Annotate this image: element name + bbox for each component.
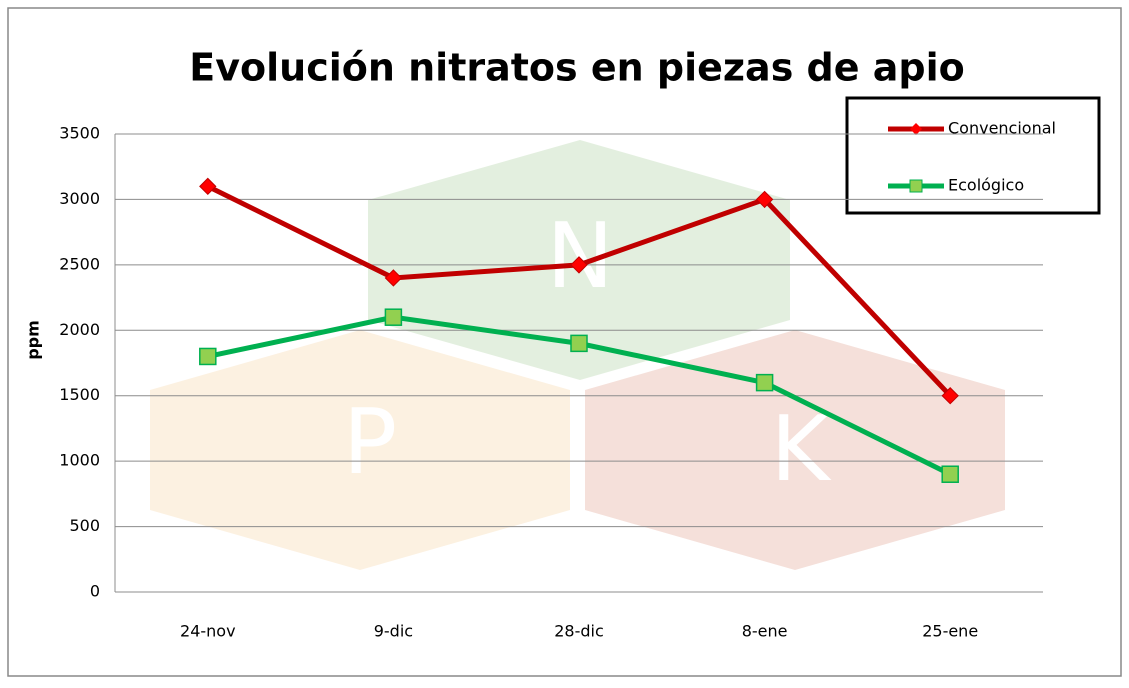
- marker: [571, 335, 587, 351]
- y-tick-label: 1000: [59, 451, 100, 470]
- y-tick-label: 2000: [59, 320, 100, 339]
- x-tick-label: 8-ene: [742, 622, 788, 641]
- x-tick-label: 24-nov: [180, 622, 236, 641]
- x-tick-label: 28-dic: [554, 622, 604, 641]
- chart-title: Evolución nitratos en piezas de apio: [189, 46, 964, 90]
- legend-marker: [910, 180, 922, 192]
- x-tick-label: 25-ene: [922, 622, 978, 641]
- y-tick-label: 0: [90, 582, 100, 601]
- y-axis-label: ppm: [24, 320, 43, 360]
- y-tick-label: 3000: [59, 189, 100, 208]
- y-tick-label: 500: [69, 516, 100, 535]
- y-tick-label: 1500: [59, 385, 100, 404]
- legend: Convencional Ecológico: [847, 98, 1099, 213]
- watermark-letter: P: [343, 390, 397, 495]
- x-tick-label: 9-dic: [374, 622, 413, 641]
- y-tick-label: 3500: [59, 124, 100, 143]
- marker: [757, 375, 773, 391]
- chart: N P K Evolución nitratos en piezas de ap…: [0, 0, 1129, 684]
- marker: [385, 309, 401, 325]
- y-tick-label: 2500: [59, 254, 100, 273]
- legend-label: Ecológico: [948, 176, 1024, 195]
- marker: [200, 348, 216, 364]
- legend-label: Convencional: [948, 119, 1056, 138]
- legend-box: [847, 98, 1099, 213]
- marker: [942, 466, 958, 482]
